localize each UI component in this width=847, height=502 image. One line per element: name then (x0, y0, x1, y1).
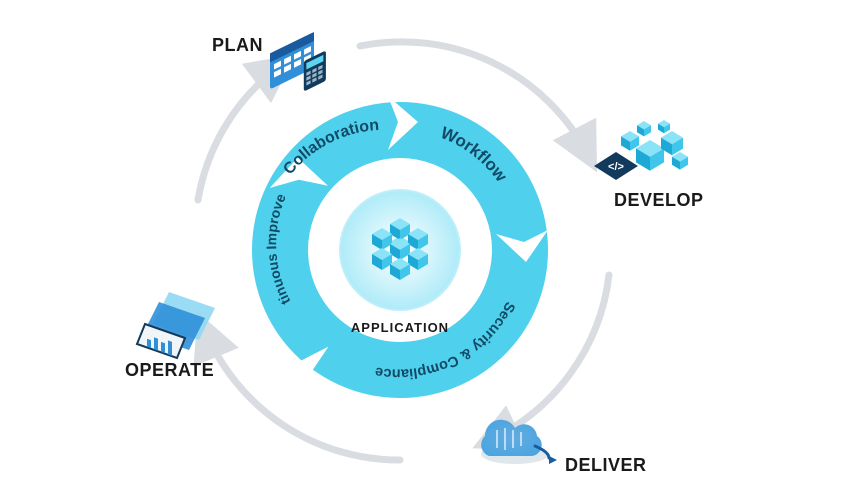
operate-icon (137, 292, 215, 358)
devops-cycle-diagram: Workflow Security & Compliance Continuou… (0, 0, 847, 502)
deliver-icon (481, 420, 557, 464)
label-operate: OPERATE (125, 360, 214, 381)
center-label: APPLICATION (330, 320, 470, 335)
svg-text:</>: </> (608, 161, 624, 173)
develop-icon: </> (594, 120, 688, 180)
center-medallion (340, 190, 460, 310)
label-develop: DEVELOP (614, 190, 704, 211)
plan-icon (270, 32, 326, 92)
label-plan: PLAN (212, 35, 263, 56)
label-deliver: DELIVER (565, 455, 647, 476)
diagram-svg: Workflow Security & Compliance Continuou… (0, 0, 847, 502)
